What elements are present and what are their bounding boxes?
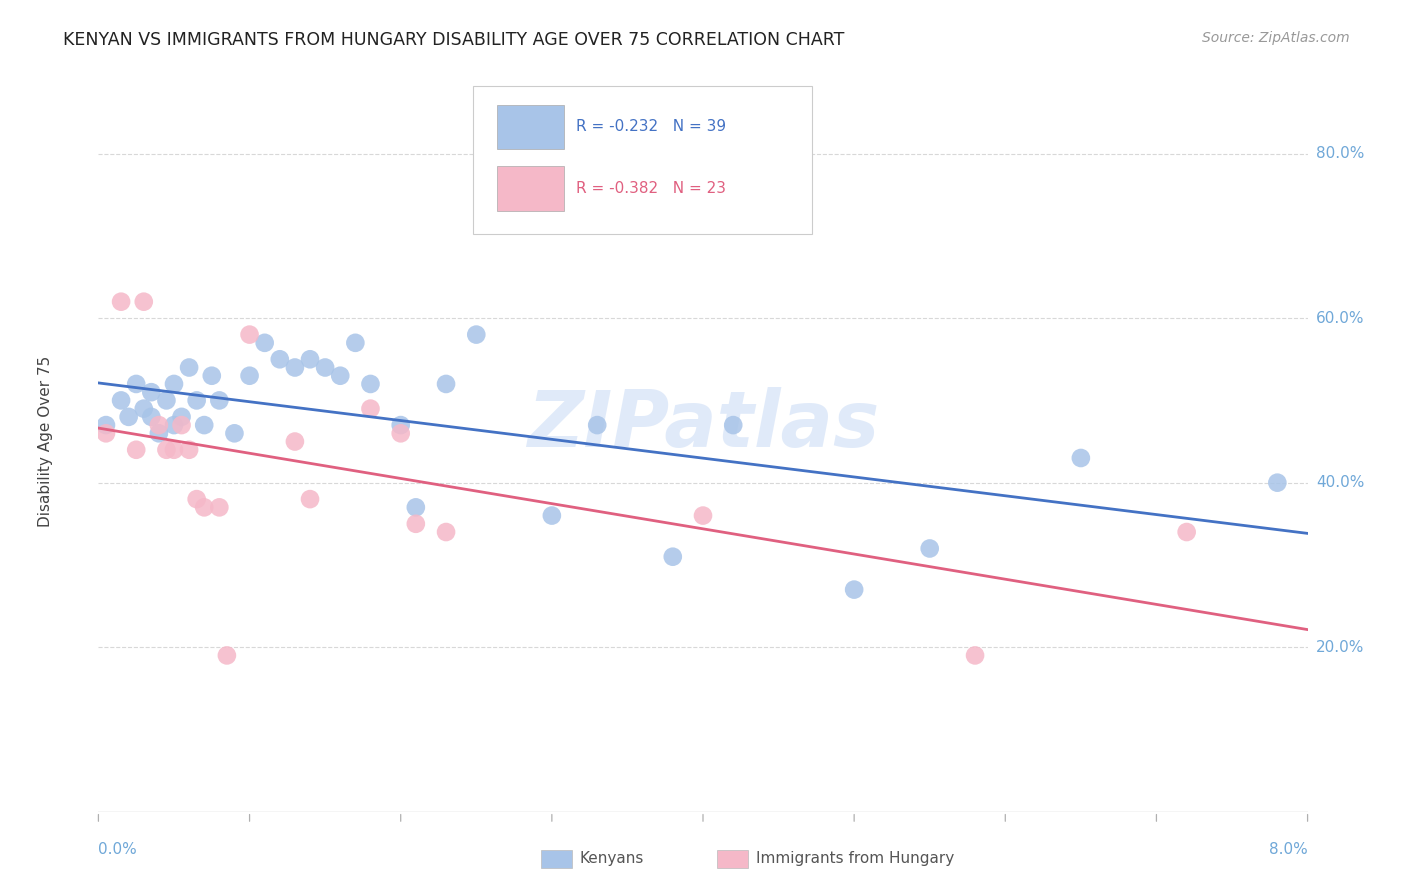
Point: [540, 508, 562, 523]
Text: KENYAN VS IMMIGRANTS FROM HUNGARY DISABILITY AGE OVER 75 CORRELATION CHART: KENYAN VS IMMIGRANTS FROM HUNGARY DISABI…: [63, 31, 845, 49]
Text: 80.0%: 80.0%: [1316, 146, 1364, 161]
Text: R = -0.382   N = 23: R = -0.382 N = 23: [576, 181, 725, 196]
Point: [918, 541, 941, 556]
Point: [110, 294, 132, 309]
Text: 40.0%: 40.0%: [1316, 475, 1364, 491]
Text: 20.0%: 20.0%: [1316, 640, 1364, 655]
Point: [163, 376, 186, 391]
Point: [284, 434, 307, 449]
Point: [586, 418, 609, 433]
Point: [661, 549, 683, 564]
Text: Disability Age Over 75: Disability Age Over 75: [38, 356, 53, 527]
Point: [155, 393, 177, 408]
Point: [389, 418, 412, 433]
Point: [125, 442, 148, 457]
Point: [179, 442, 201, 457]
Point: [723, 418, 745, 433]
Text: 60.0%: 60.0%: [1316, 310, 1364, 326]
Point: [94, 426, 117, 441]
Text: Immigrants from Hungary: Immigrants from Hungary: [756, 852, 955, 866]
Point: [224, 426, 246, 441]
Point: [360, 376, 382, 391]
Point: [239, 327, 262, 342]
Point: [132, 401, 155, 416]
Point: [110, 393, 132, 408]
Text: ZIPatlas: ZIPatlas: [527, 387, 879, 463]
Point: [208, 500, 231, 515]
Point: [299, 492, 322, 507]
Point: [186, 492, 208, 507]
Point: [434, 376, 457, 391]
FancyBboxPatch shape: [498, 104, 564, 149]
Point: [329, 368, 352, 383]
Point: [118, 409, 141, 424]
Point: [193, 418, 215, 433]
Text: R = -0.232   N = 39: R = -0.232 N = 39: [576, 120, 725, 135]
Point: [201, 368, 224, 383]
Point: [692, 508, 714, 523]
Point: [253, 335, 276, 350]
Point: [94, 418, 117, 433]
Point: [314, 360, 336, 375]
Point: [405, 516, 427, 531]
Point: [299, 352, 322, 367]
Text: Source: ZipAtlas.com: Source: ZipAtlas.com: [1202, 31, 1350, 45]
Point: [239, 368, 262, 383]
Point: [434, 524, 457, 539]
Point: [344, 335, 367, 350]
Point: [269, 352, 291, 367]
Text: 8.0%: 8.0%: [1268, 842, 1308, 857]
Point: [215, 648, 238, 663]
Point: [284, 360, 307, 375]
Point: [148, 426, 170, 441]
Point: [1070, 450, 1092, 465]
Point: [148, 418, 170, 433]
Point: [170, 418, 193, 433]
FancyBboxPatch shape: [474, 87, 811, 235]
Point: [125, 376, 148, 391]
Point: [965, 648, 987, 663]
Point: [141, 385, 163, 400]
Point: [389, 426, 412, 441]
FancyBboxPatch shape: [498, 166, 564, 211]
Point: [132, 294, 155, 309]
Point: [1267, 475, 1289, 490]
Point: [844, 582, 866, 597]
Point: [405, 500, 427, 515]
Point: [179, 360, 201, 375]
Point: [208, 393, 231, 408]
Point: [163, 418, 186, 433]
Text: Kenyans: Kenyans: [579, 852, 644, 866]
Point: [193, 500, 215, 515]
Point: [1175, 524, 1198, 539]
Text: 0.0%: 0.0%: [98, 842, 138, 857]
Point: [155, 442, 177, 457]
Point: [186, 393, 208, 408]
Point: [170, 409, 193, 424]
Point: [360, 401, 382, 416]
Point: [141, 409, 163, 424]
Point: [465, 327, 488, 342]
Point: [163, 442, 186, 457]
